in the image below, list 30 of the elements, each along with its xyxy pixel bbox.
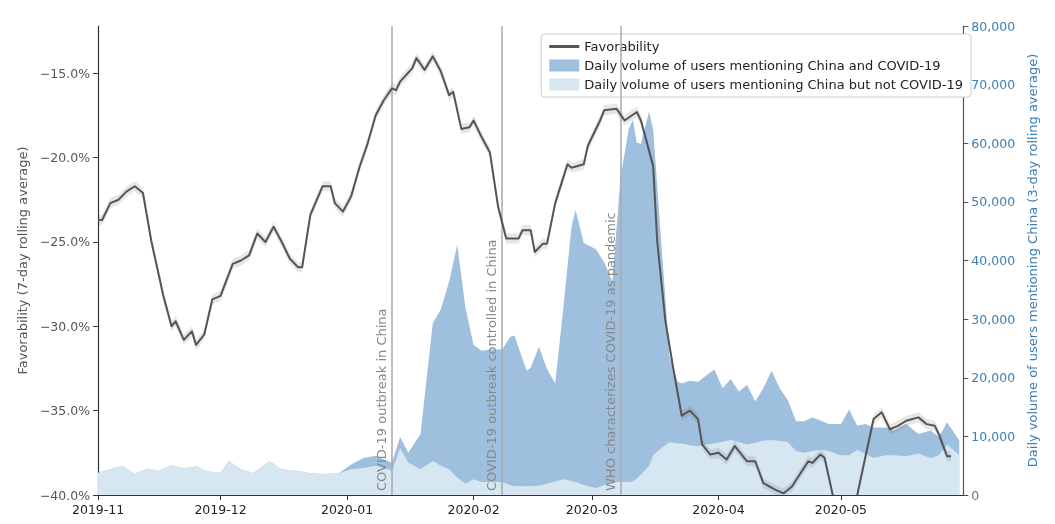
- y2-tick-label: 80,000: [971, 18, 1016, 34]
- legend-label: Favorability: [584, 39, 660, 54]
- y2-tick-label: 50,000: [971, 194, 1016, 210]
- y-tick-label: −40.0%: [39, 487, 91, 503]
- y2-tick-label: 70,000: [971, 77, 1016, 93]
- y-tick-label: −15.0%: [39, 65, 91, 81]
- legend-label: Daily volume of users mentioning China but not COVID-19: [584, 77, 964, 92]
- y2-tick-label: 30,000: [971, 311, 1016, 327]
- y-tick-label: −35.0%: [39, 403, 91, 419]
- x-tick-label: 2020-03: [565, 502, 619, 517]
- y2-tick-label: 20,000: [971, 370, 1016, 386]
- legend-label: Daily volume of users mentioning China and COVID-19: [584, 58, 941, 73]
- x-tick-label: 2019-12: [194, 502, 247, 517]
- ref-line-label: COVID-19 outbreak in China: [373, 308, 389, 491]
- y2-tick-label: 60,000: [971, 135, 1016, 151]
- y-tick-label: −30.0%: [39, 318, 91, 334]
- x-tick-label: 2020-02: [447, 502, 500, 517]
- y2-axis-title: Daily volume of users mentioning China (3-day rolling average): [1025, 53, 1040, 468]
- y-tick-label: −25.0%: [39, 234, 91, 250]
- x-tick-label: 2020-04: [692, 502, 745, 517]
- y-axis-title: Favorability (7-day rolling average): [15, 146, 30, 375]
- y2-tick-label: 40,000: [971, 253, 1016, 268]
- x-tick-label: 2019-11: [71, 502, 125, 517]
- y2-tick-label: 10,000: [971, 428, 1016, 444]
- x-tick-label: 2020-01: [320, 502, 374, 517]
- ref-line-label: COVID-19 outbreak controlled in China: [484, 239, 500, 491]
- y-tick-label: −20.0%: [39, 150, 91, 166]
- ref-line-label: WHO characterizes COVID-19 as pandemic: [602, 212, 618, 491]
- x-tick-label: 2020-05: [814, 502, 868, 517]
- y2-tick-label: 0: [971, 487, 980, 503]
